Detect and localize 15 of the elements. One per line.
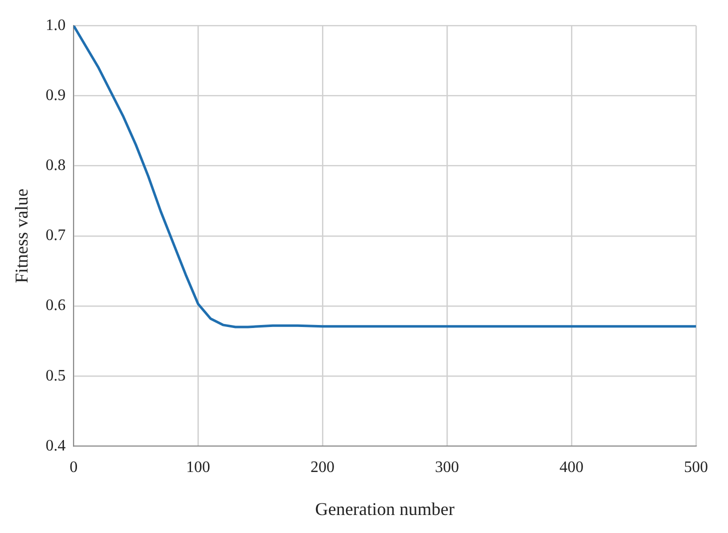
y-tick-label: 1.0 [46,16,66,34]
y-tick-label: 0.4 [46,437,66,454]
y-tick-label: 0.7 [46,227,66,244]
x-tick-label: 500 [684,459,708,476]
y-tick-label: 0.5 [46,367,66,384]
x-tick-label: 200 [310,459,335,476]
y-tick-label: 0.8 [46,157,66,174]
x-tick-label: 0 [70,459,78,476]
y-tick-label: 0.9 [46,86,66,104]
x-axis-title: Generation number [315,498,455,519]
y-tick-label: 0.6 [46,297,66,314]
x-tick-label: 300 [435,459,460,476]
x-tick-label: 400 [560,459,584,476]
x-tick-label: 100 [186,459,210,476]
y-axis-title: Fitness value [12,188,32,284]
